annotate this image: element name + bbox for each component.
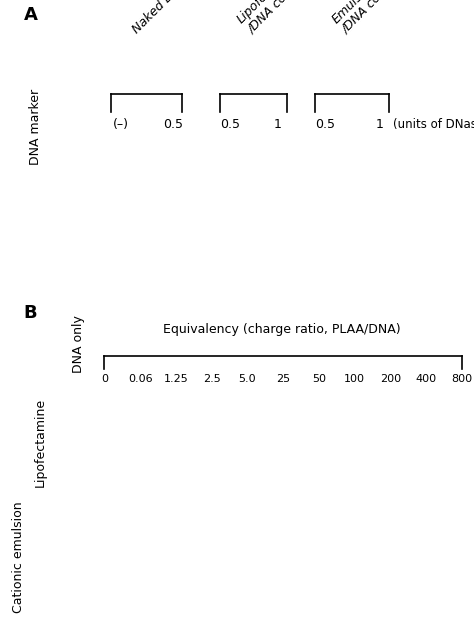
Text: 1: 1 [375, 118, 383, 131]
Text: Cationic emulsion: Cationic emulsion [12, 501, 26, 613]
Text: 100: 100 [344, 374, 365, 384]
Text: 0.5: 0.5 [315, 118, 335, 131]
Text: DNA only: DNA only [72, 316, 85, 374]
Text: Equivalency (charge ratio, PLAA/DNA): Equivalency (charge ratio, PLAA/DNA) [163, 323, 401, 337]
Text: A: A [24, 6, 37, 24]
Text: 25: 25 [276, 374, 290, 384]
Text: B: B [24, 304, 37, 321]
Text: 0.5: 0.5 [220, 118, 240, 131]
Text: 400: 400 [416, 374, 437, 384]
Text: 2.5: 2.5 [203, 374, 220, 384]
Text: Emulsion
/DNA complex: Emulsion /DNA complex [329, 0, 412, 36]
Text: 5.0: 5.0 [238, 374, 256, 384]
Text: Lipofectamine
/DNA complex: Lipofectamine /DNA complex [235, 0, 317, 36]
Text: 0: 0 [101, 374, 108, 384]
Text: DNA marker: DNA marker [29, 89, 42, 165]
Text: 1: 1 [273, 118, 281, 131]
Text: Naked DNA: Naked DNA [130, 0, 190, 36]
Text: 1.25: 1.25 [164, 374, 188, 384]
Text: Lipofectamine: Lipofectamine [34, 398, 47, 487]
Text: 0.06: 0.06 [128, 374, 152, 384]
Text: 0.5: 0.5 [163, 118, 183, 131]
Text: (units of DNase I): (units of DNase I) [393, 118, 474, 131]
Text: 200: 200 [380, 374, 401, 384]
Text: (–): (–) [113, 118, 129, 131]
Text: 50: 50 [312, 374, 326, 384]
Text: 800: 800 [452, 374, 473, 384]
